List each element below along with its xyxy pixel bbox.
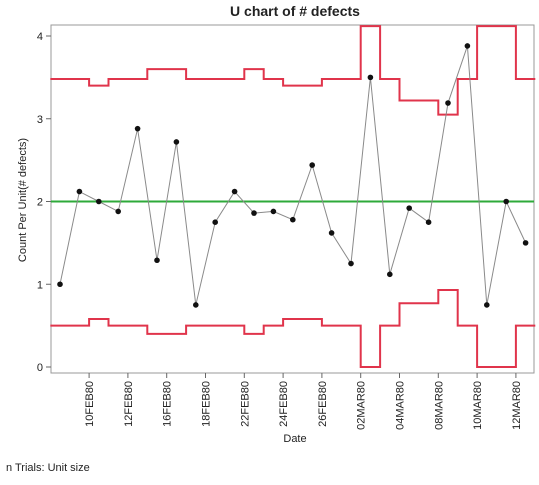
x-tick-label: 26FEB80	[317, 381, 329, 427]
x-tick-label: 04MAR80	[395, 381, 407, 430]
y-tick-label: 4	[37, 31, 43, 43]
x-tick-label: 12MAR80	[511, 381, 523, 430]
lcl-line	[50, 289, 536, 368]
data-point	[115, 208, 121, 215]
x-tick-label: 10MAR80	[472, 381, 484, 430]
data-point	[193, 302, 199, 308]
data-point	[464, 43, 471, 49]
plot-frame	[50, 24, 535, 374]
y-tick-label: 2	[37, 197, 43, 209]
data-point	[425, 219, 432, 225]
data-point	[57, 281, 63, 288]
data-point	[484, 302, 490, 308]
data-point	[251, 210, 257, 216]
data-point	[231, 188, 238, 195]
data-point	[387, 271, 393, 278]
data-point	[96, 198, 102, 205]
data-point	[212, 219, 218, 225]
data-point	[445, 100, 451, 106]
x-tick-label: 22FEB80	[239, 381, 251, 427]
chart-title: U chart of # defects	[230, 3, 360, 19]
y-tick-label: 0	[37, 362, 43, 374]
data-point	[328, 230, 335, 236]
data-point	[76, 188, 83, 195]
data-point	[270, 208, 277, 215]
x-tick-label: 18FEB80	[201, 381, 213, 427]
x-tick-label: 02MAR80	[356, 381, 368, 430]
data-point	[503, 198, 510, 205]
ucl-line	[50, 25, 536, 116]
data-point	[522, 240, 529, 246]
y-tick-label: 3	[37, 114, 43, 126]
data-point	[290, 216, 296, 223]
data-point	[173, 139, 180, 145]
data-point	[367, 74, 374, 81]
data-point	[134, 125, 141, 132]
data-point	[406, 205, 413, 211]
data-point	[154, 257, 160, 264]
x-tick-label: 16FEB80	[162, 381, 174, 427]
footnote: n Trials: Unit size	[6, 462, 90, 474]
x-tick-label: 12FEB80	[123, 381, 135, 427]
x-tick-label: 24FEB80	[278, 381, 290, 427]
x-tick-label: 08MAR80	[433, 381, 445, 430]
x-tick-label: 10FEB80	[84, 381, 96, 427]
y-tick-label: 1	[37, 279, 43, 291]
y-axis-label: Count Per Unit(# defects)	[17, 138, 29, 262]
data-point	[348, 260, 354, 267]
data-point	[309, 162, 316, 168]
x-axis-label: Date	[283, 433, 306, 445]
